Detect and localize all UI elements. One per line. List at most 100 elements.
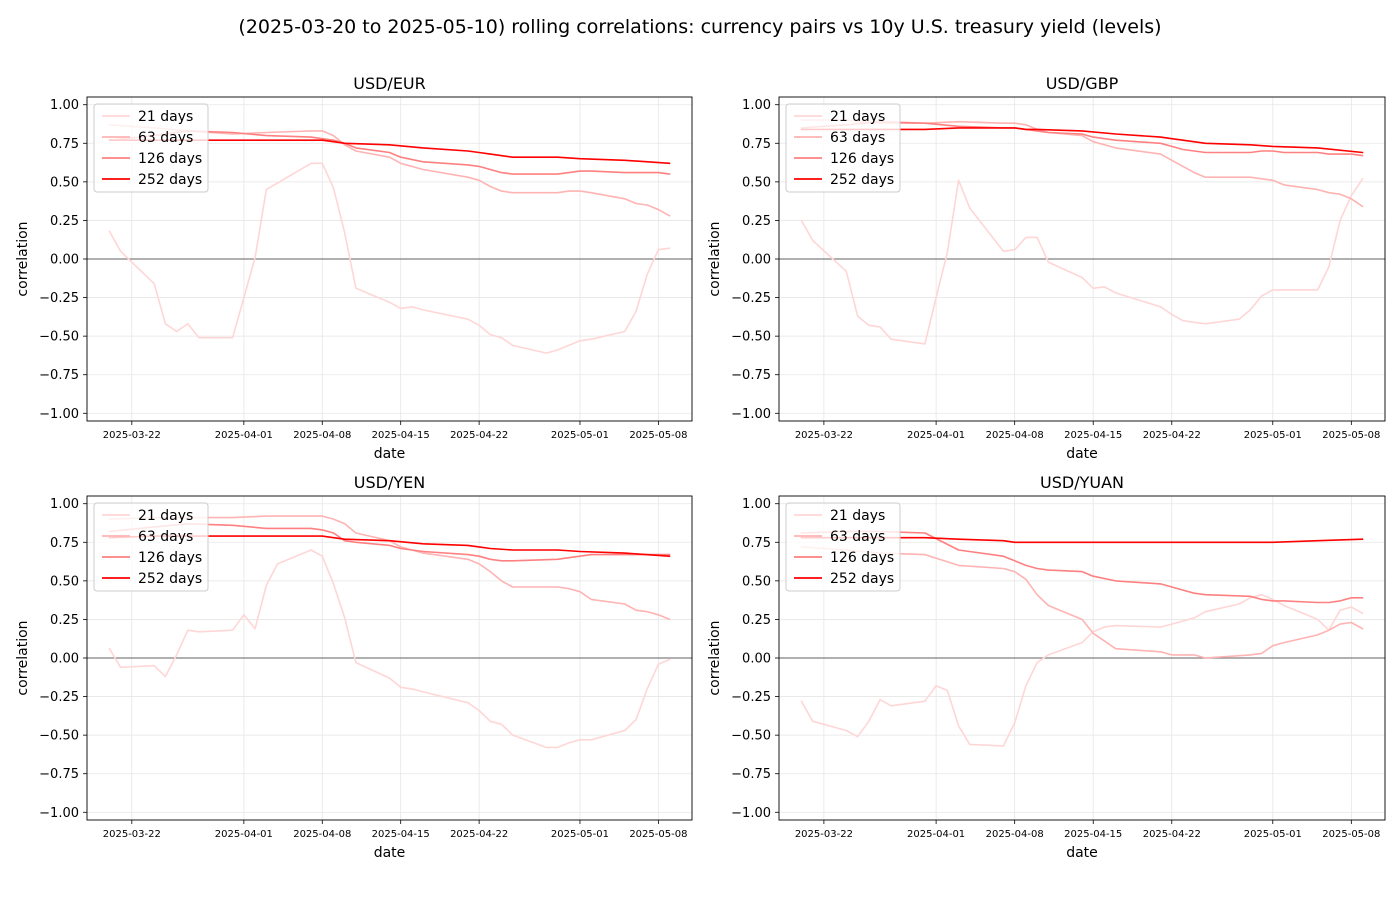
legend: 21 days 63 days 126 days 252 days [93, 502, 209, 592]
y-tick-label: 0.75 [50, 137, 79, 152]
x-tick-label: 2025-04-08 [986, 430, 1044, 441]
x-tick-label: 2025-04-08 [293, 430, 351, 441]
y-tick-label: 1.00 [742, 497, 771, 512]
x-tick-label: 2025-04-15 [1064, 829, 1122, 840]
legend-label: 126 days [830, 151, 894, 167]
x-tick-label: 2025-03-22 [103, 829, 161, 840]
legend-box [785, 502, 901, 592]
x-tick-label: 2025-04-22 [450, 829, 508, 840]
y-tick-label: 0.00 [742, 652, 771, 667]
series-line-21-days [108, 549, 671, 749]
x-tick-label: 2025-05-08 [1322, 430, 1380, 441]
y-tick-label: −0.75 [39, 368, 79, 383]
y-tick-label: −0.50 [731, 729, 771, 744]
y-tick-label: −0.50 [731, 330, 771, 345]
series-line-63-days [108, 515, 671, 621]
subplot-title: USD/GBP [1046, 74, 1119, 93]
y-tick-label: −0.75 [731, 368, 771, 383]
x-tick-label: 2025-03-22 [795, 829, 853, 840]
series-line-252-days [800, 127, 1364, 154]
legend: 21 days 63 days 126 days 252 days [785, 502, 901, 592]
x-tick-label: 2025-05-01 [1244, 829, 1302, 840]
y-tick-label: −0.25 [39, 690, 79, 705]
series-line-21-days [800, 178, 1364, 345]
subplot: 1.00 0.75 0.50 0.25 0.00 −0.25 −0.50 −0.75 −1.00… [15, 473, 693, 861]
series-line-21-days [108, 162, 671, 354]
axes-frame [86, 495, 693, 821]
series-line-252-days [108, 535, 671, 558]
legend-box [93, 103, 209, 193]
x-tick-label: 2025-05-08 [629, 430, 687, 441]
y-tick-label: 0.25 [50, 214, 79, 229]
legend-label: 252 days [830, 172, 894, 188]
series-line-126-days [108, 130, 671, 175]
legend-label: 21 days [830, 508, 885, 524]
x-tick-label: 2025-04-15 [372, 430, 430, 441]
x-tick-label: 2025-05-08 [1322, 829, 1380, 840]
y-tick-label: 0.00 [50, 652, 79, 667]
x-tick-label: 2025-04-15 [1064, 430, 1122, 441]
x-tick-label: 2025-03-22 [795, 430, 853, 441]
series-line-63-days [108, 124, 671, 217]
x-tick-label: 2025-04-01 [215, 430, 273, 441]
y-tick-label: 0.75 [50, 536, 79, 551]
subplot-title: USD/EUR [353, 74, 426, 93]
legend-box [785, 103, 901, 193]
y-tick-label: −1.00 [39, 806, 79, 821]
y-tick-label: −0.25 [39, 291, 79, 306]
x-axis-label: date [374, 446, 406, 462]
x-tick-label: 2025-04-01 [907, 829, 965, 840]
y-tick-label: −0.75 [39, 767, 79, 782]
y-axis-label: correlation [15, 221, 31, 296]
y-tick-label: −0.50 [39, 729, 79, 744]
y-tick-label: −0.50 [39, 330, 79, 345]
y-tick-label: 0.50 [50, 175, 79, 190]
y-axis-label: correlation [15, 620, 31, 695]
legend-label: 252 days [138, 172, 202, 188]
y-tick-label: 0.00 [742, 253, 771, 268]
y-axis-label: correlation [707, 620, 723, 695]
series-line-252-days [108, 139, 671, 165]
legend-label: 126 days [830, 550, 894, 566]
y-tick-label: 0.75 [742, 137, 771, 152]
axes-frame [778, 495, 1386, 821]
x-tick-label: 2025-05-01 [551, 430, 609, 441]
x-tick-label: 2025-04-22 [1143, 430, 1201, 441]
y-tick-label: −1.00 [39, 407, 79, 422]
y-tick-label: −1.00 [731, 407, 771, 422]
series-line-63-days [800, 546, 1364, 659]
x-axis-label: date [1066, 446, 1098, 462]
subplot: 1.00 0.75 0.50 0.25 0.00 −0.25 −0.50 −0.75 −1.00… [15, 74, 693, 462]
axes-frame [778, 96, 1386, 422]
legend-label: 63 days [830, 529, 885, 545]
legend-label: 63 days [138, 130, 193, 146]
y-tick-label: 0.25 [50, 613, 79, 628]
subplot-title: USD/YUAN [1040, 473, 1124, 492]
legend-label: 126 days [138, 151, 202, 167]
series-line-63-days [800, 119, 1364, 208]
y-tick-label: 1.00 [50, 497, 79, 512]
x-tick-label: 2025-05-01 [551, 829, 609, 840]
y-tick-label: −1.00 [731, 806, 771, 821]
legend: 21 days 63 days 126 days 252 days [785, 103, 901, 193]
x-tick-label: 2025-04-01 [215, 829, 273, 840]
legend-label: 252 days [138, 571, 202, 587]
figure-title: (2025-03-20 to 2025-05-10) rolling corre… [238, 16, 1161, 38]
x-tick-label: 2025-04-22 [450, 430, 508, 441]
subplot-grid: 1.00 0.75 0.50 0.25 0.00 −0.25 −0.50 −0.75 −1.00… [15, 74, 1386, 861]
series-line-126-days [108, 522, 671, 562]
subplot-title: USD/YEN [354, 473, 425, 492]
y-tick-label: −0.25 [731, 291, 771, 306]
subplot: 1.00 0.75 0.50 0.25 0.00 −0.25 −0.50 −0.75 −1.00… [707, 473, 1386, 861]
legend: 21 days 63 days 126 days 252 days [93, 103, 209, 193]
series-line-252-days [800, 536, 1364, 544]
y-tick-label: 0.75 [742, 536, 771, 551]
x-tick-label: 2025-05-01 [1244, 430, 1302, 441]
y-axis-label: correlation [707, 221, 723, 296]
y-tick-label: 1.00 [742, 98, 771, 113]
y-tick-label: 1.00 [50, 98, 79, 113]
x-axis-label: date [1066, 845, 1098, 861]
y-tick-label: 0.50 [742, 574, 771, 589]
series-line-126-days [800, 120, 1364, 157]
